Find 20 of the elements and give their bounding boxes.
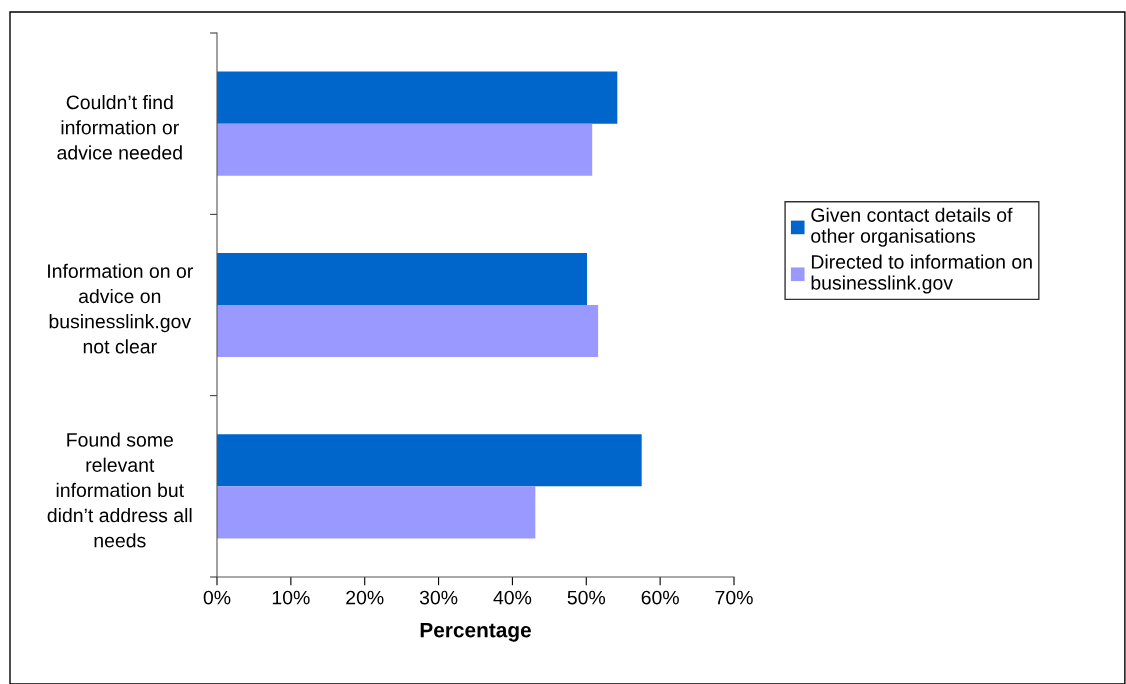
x-tick-label: 60% [641, 590, 679, 605]
x-tick-label: 50% [567, 590, 606, 605]
x-tick-label: 30% [419, 590, 458, 605]
x-axis-title: Percentage [420, 622, 531, 642]
bar [217, 434, 642, 487]
x-tick-label: 70% [715, 590, 753, 605]
bar [217, 305, 599, 358]
x-tick-label: 0% [203, 590, 231, 605]
x-tick-label: 40% [493, 590, 532, 605]
bar [217, 123, 593, 176]
x-tick-label: 10% [272, 590, 310, 605]
y-tick-label: Information on or advice on businesslink.gov not clear [48, 263, 193, 354]
y-tick-label: Couldn’t find information or advice needed [57, 94, 182, 160]
legend-label: Given contact details of other organisations [811, 207, 1013, 247]
bar [217, 71, 618, 124]
x-tick-label: 20% [346, 590, 384, 605]
legend-label: Directed to information on businesslink.gov [811, 254, 1032, 294]
bar [217, 252, 588, 305]
y-tick-label: Found some relevant information but didn’t address all needs [47, 432, 192, 548]
bar [217, 486, 536, 539]
